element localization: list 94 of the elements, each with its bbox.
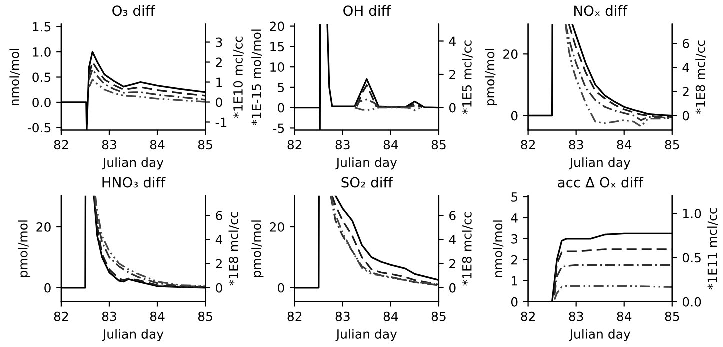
y-tick-label: 0 xyxy=(278,283,284,293)
y-tick-label: 15 xyxy=(270,42,284,52)
y-axis-title: pmol/mol xyxy=(252,220,264,278)
y2-tick-label: 3 xyxy=(216,38,222,48)
y-tick-label: 1.5 xyxy=(33,22,51,32)
y2-tick-label: 4 xyxy=(449,235,456,244)
chart-title: SO₂ diff xyxy=(342,177,394,188)
y2-tick-label: 1.0 xyxy=(683,209,702,219)
chart-title: O₃ diff xyxy=(112,5,156,16)
x-tick-label: 83 xyxy=(336,140,350,150)
x-tick-label: 83 xyxy=(336,312,350,322)
x-tick-label: 83 xyxy=(102,140,116,150)
y-tick-label: 0 xyxy=(511,111,518,121)
y-tick-label: 5 xyxy=(278,83,284,92)
x-tick-label: 82 xyxy=(54,140,68,150)
y2-tick-label: -1 xyxy=(216,118,227,127)
x-tick-label: 85 xyxy=(198,312,212,322)
y-axis-title: pmol/mol xyxy=(18,220,30,278)
x-tick-label: 84 xyxy=(617,140,632,150)
chart-title: OH diff xyxy=(344,5,392,16)
y-tick-label: 5 xyxy=(512,192,518,202)
y2-tick-label: 1 xyxy=(216,78,222,88)
chart-title: acc Δ Oₓ diff xyxy=(558,177,644,188)
y-tick-label: 20 xyxy=(270,222,284,232)
x-axis-title: Julian day xyxy=(569,158,631,170)
y2-axis-title: *1E8 mcl/cc xyxy=(462,212,473,286)
x-axis-title: Julian day xyxy=(569,329,631,342)
y-tick-label: 20 xyxy=(36,222,51,232)
y-tick-label: 0 xyxy=(278,103,284,113)
y-tick-label: 0 xyxy=(511,297,518,307)
y2-tick-label: 0.5 xyxy=(682,253,701,263)
y-tick-label: -5 xyxy=(273,124,284,134)
x-tick-label: 82 xyxy=(288,140,302,150)
y2-tick-label: 6 xyxy=(682,39,690,48)
y-tick-label: 20 xyxy=(270,22,284,32)
y-tick-label: 1.0 xyxy=(33,48,51,57)
y2-tick-label: 2 xyxy=(683,87,689,96)
y-axis-title: *1E-15 mol/mol xyxy=(252,30,262,126)
y-tick-label: 0 xyxy=(44,283,51,293)
x-tick-label: 82 xyxy=(288,312,302,322)
y2-tick-label: 0.0 xyxy=(682,297,702,307)
x-tick-label: 84 xyxy=(384,140,398,150)
y-axis-title: nmol/mol xyxy=(492,220,504,278)
y2-tick-label: 2 xyxy=(450,259,456,269)
x-tick-label: 85 xyxy=(665,312,680,322)
y2-axis-title: *1E8 mcl/cc xyxy=(228,212,240,286)
y2-axis-title: *1E10 mcl/cc xyxy=(233,36,244,118)
x-tick-label: 84 xyxy=(617,312,632,322)
chart-title: NOₓ diff xyxy=(574,5,628,16)
x-axis-title: Julian day xyxy=(102,329,164,342)
y-tick-label: 4 xyxy=(511,214,518,223)
y-tick-label: 1 xyxy=(512,276,518,286)
x-axis-title: Julian day xyxy=(336,329,398,342)
y2-tick-label: 0 xyxy=(216,98,222,108)
x-axis-title: Julian day xyxy=(336,158,398,170)
chart-title: HNO₃ diff xyxy=(102,177,166,188)
x-tick-label: 85 xyxy=(198,140,212,150)
y2-tick-label: 0 xyxy=(450,283,456,293)
x-tick-label: 84 xyxy=(150,140,165,150)
x-tick-label: 83 xyxy=(102,312,116,322)
y2-tick-label: 2 xyxy=(216,58,222,68)
y-tick-label: 10 xyxy=(270,62,284,72)
y2-tick-label: 0 xyxy=(682,111,690,121)
x-tick-label: 82 xyxy=(521,312,536,322)
y2-tick-label: 6 xyxy=(450,211,456,221)
x-tick-label: 84 xyxy=(384,312,398,322)
y2-axis-title: *1E11 mcl/cc xyxy=(708,208,718,290)
y-tick-label: 3 xyxy=(512,234,518,244)
y2-tick-label: 2 xyxy=(216,259,222,269)
y2-tick-label: 0 xyxy=(450,103,456,113)
x-axis-title: Julian day xyxy=(102,158,164,170)
x-tick-label: 83 xyxy=(569,312,584,322)
y-tick-label: 0.0 xyxy=(32,98,51,108)
y2-tick-label: 6 xyxy=(216,211,222,221)
y2-tick-label: 2 xyxy=(450,70,456,80)
y2-axis-title: *1E5 mcl/cc xyxy=(462,40,473,114)
y2-tick-label: 0 xyxy=(216,283,222,293)
x-tick-label: 85 xyxy=(432,312,446,322)
x-tick-label: 83 xyxy=(569,140,584,150)
x-tick-label: 85 xyxy=(432,140,446,150)
y-tick-label: 20 xyxy=(504,50,518,60)
y-axis-title: pmol/mol xyxy=(485,49,498,106)
y2-tick-label: 4 xyxy=(449,36,456,46)
y2-tick-label: 4 xyxy=(682,63,690,72)
y2-tick-label: 4 xyxy=(216,235,223,244)
x-tick-label: 85 xyxy=(665,140,680,150)
x-tick-label: 84 xyxy=(150,312,165,322)
y-axis-title: nmol/mol xyxy=(10,49,20,106)
x-tick-label: 82 xyxy=(521,140,536,150)
y-tick-label: 2 xyxy=(512,255,518,265)
y-tick-label: -0.5 xyxy=(28,123,51,133)
y-tick-label: 0.5 xyxy=(32,72,51,82)
x-tick-label: 82 xyxy=(54,312,68,322)
y2-axis-title: *1E8 mcl/cc xyxy=(696,40,706,114)
